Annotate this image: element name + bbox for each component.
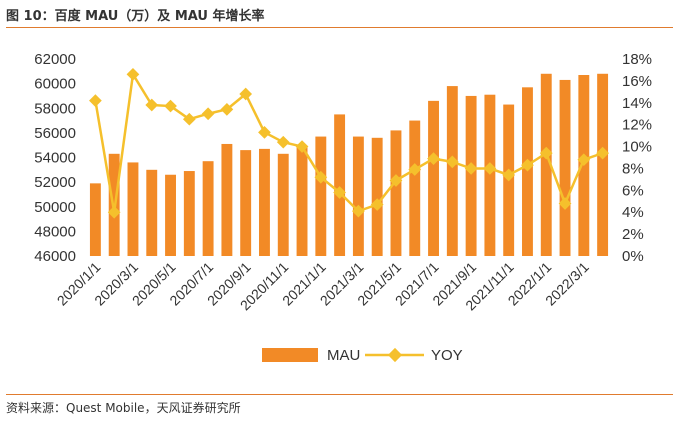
yoy-point xyxy=(314,170,328,184)
mau-bar xyxy=(522,87,533,256)
left-axis-tick-label: 48000 xyxy=(34,223,76,240)
legend-mau-label: MAU xyxy=(327,347,360,364)
x-axis-ticks: 2020/1/12020/3/12020/5/12020/7/12020/9/1… xyxy=(54,259,592,314)
mau-bar xyxy=(277,153,289,256)
right-axis-tick-label: 6% xyxy=(622,182,644,199)
yoy-point xyxy=(239,87,253,101)
mau-bar xyxy=(296,146,308,256)
left-axis-tick-label: 58000 xyxy=(34,100,76,117)
mau-bar xyxy=(540,73,552,257)
yoy-point xyxy=(352,204,365,218)
right-axis-tick-label: 8% xyxy=(622,160,644,177)
mau-bar xyxy=(127,162,139,256)
right-axis-tick-label: 14% xyxy=(622,95,652,112)
yoy-point xyxy=(464,162,478,175)
left-axis-tick-label: 62000 xyxy=(34,51,76,68)
title-divider xyxy=(6,27,673,28)
yoy-point xyxy=(89,94,102,107)
mau-bars xyxy=(89,73,609,257)
right-axis-ticks: 0% 2% 4% 6% 8% 10% 12% 14% 16% 18% xyxy=(622,51,652,265)
mau-bar xyxy=(409,120,421,256)
right-axis-tick-label: 10% xyxy=(622,139,652,156)
mau-bar xyxy=(597,73,609,257)
mau-bar xyxy=(183,171,195,256)
left-axis-ticks: 46000 48000 50000 52000 54000 56000 58000 60000… xyxy=(34,51,76,265)
mau-bar xyxy=(334,114,346,256)
mau-bar xyxy=(240,150,252,256)
right-axis-tick-label: 18% xyxy=(622,51,652,68)
mau-bar xyxy=(559,79,571,257)
mau-bar xyxy=(165,174,176,256)
mau-bar xyxy=(315,136,327,256)
mau-bar xyxy=(446,86,458,257)
figure-title: 图 10：百度 MAU（万）及 MAU 年增长率 xyxy=(6,9,265,24)
yoy-point xyxy=(258,125,271,139)
yoy-point xyxy=(370,198,384,211)
yoy-point xyxy=(276,135,290,149)
mau-bar xyxy=(259,148,270,256)
mau-bar xyxy=(428,100,439,256)
yoy-point xyxy=(295,140,309,153)
legend-mau-swatch xyxy=(262,348,318,362)
mau-bar xyxy=(371,137,383,256)
yoy-point xyxy=(220,102,234,116)
yoy-point xyxy=(182,112,196,126)
mau-bar xyxy=(352,136,364,256)
mau-bar xyxy=(146,169,158,256)
yoy-point xyxy=(445,155,459,169)
left-axis-tick-label: 54000 xyxy=(34,150,76,167)
yoy-point xyxy=(164,99,177,113)
yoy-point xyxy=(427,152,440,165)
yoy-point xyxy=(483,162,497,175)
left-axis-tick-label: 52000 xyxy=(34,174,76,191)
yoy-line xyxy=(94,73,604,214)
yoy-point xyxy=(126,67,140,81)
chart-legend: MAU YOY xyxy=(262,347,463,364)
yoy-point xyxy=(333,186,346,199)
mau-bar xyxy=(221,143,233,256)
mau-bar xyxy=(465,95,477,256)
right-axis-tick-label: 0% xyxy=(622,248,644,265)
left-axis-tick-label: 50000 xyxy=(34,199,76,216)
yoy-point xyxy=(502,168,516,182)
source-note: 资料来源：Quest Mobile，天风证券研究所 xyxy=(6,401,241,415)
right-axis-tick-label: 4% xyxy=(622,204,644,221)
left-axis-tick-label: 46000 xyxy=(34,248,76,265)
yoy-point xyxy=(145,98,159,112)
mau-bar xyxy=(202,161,214,256)
footer-divider xyxy=(6,394,673,395)
left-axis-tick-label: 60000 xyxy=(34,76,76,93)
left-axis-tick-label: 56000 xyxy=(34,125,76,142)
right-axis-tick-label: 16% xyxy=(622,73,652,90)
mau-bar xyxy=(484,94,496,256)
yoy-point xyxy=(107,205,121,219)
right-axis-tick-label: 2% xyxy=(622,226,644,243)
mau-bar xyxy=(390,130,402,256)
yoy-point xyxy=(201,107,215,121)
legend-yoy-label: YOY xyxy=(431,347,463,364)
right-axis-tick-label: 12% xyxy=(622,117,652,134)
yoy-point xyxy=(389,174,403,187)
legend-yoy-marker xyxy=(387,347,403,363)
mau-bar xyxy=(89,183,101,256)
yoy-point xyxy=(408,163,422,176)
